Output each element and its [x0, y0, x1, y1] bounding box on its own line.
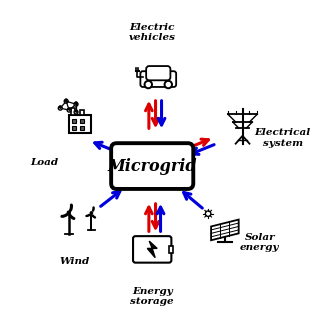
Text: Microgrid: Microgrid — [108, 157, 197, 175]
Text: Solar
energy: Solar energy — [240, 233, 280, 252]
Text: Electrical
system: Electrical system — [255, 128, 311, 148]
Bar — [80, 109, 84, 115]
Circle shape — [67, 108, 71, 112]
Circle shape — [68, 108, 70, 109]
Bar — [169, 246, 173, 253]
Circle shape — [75, 110, 77, 111]
Bar — [71, 108, 76, 115]
Circle shape — [58, 106, 62, 110]
Text: Wind: Wind — [60, 257, 90, 266]
Circle shape — [65, 99, 67, 100]
Text: Load: Load — [31, 158, 59, 167]
Polygon shape — [211, 220, 239, 240]
FancyBboxPatch shape — [140, 71, 176, 87]
Circle shape — [144, 81, 152, 89]
Bar — [69, 115, 91, 133]
Bar — [72, 119, 76, 123]
Circle shape — [90, 212, 92, 214]
Circle shape — [74, 110, 78, 114]
FancyBboxPatch shape — [111, 143, 193, 189]
Bar — [72, 126, 76, 130]
Bar — [80, 119, 84, 123]
Polygon shape — [147, 241, 157, 258]
Circle shape — [68, 211, 70, 214]
Circle shape — [166, 83, 170, 86]
Circle shape — [60, 106, 61, 108]
Circle shape — [64, 99, 68, 103]
Bar — [80, 126, 84, 130]
Text: Electric
vehicles: Electric vehicles — [129, 23, 176, 43]
FancyBboxPatch shape — [133, 236, 172, 263]
Circle shape — [74, 102, 78, 106]
Circle shape — [164, 81, 172, 89]
Circle shape — [146, 83, 150, 86]
FancyBboxPatch shape — [146, 66, 170, 80]
Text: Energy
storage: Energy storage — [131, 287, 174, 306]
Circle shape — [75, 102, 77, 104]
